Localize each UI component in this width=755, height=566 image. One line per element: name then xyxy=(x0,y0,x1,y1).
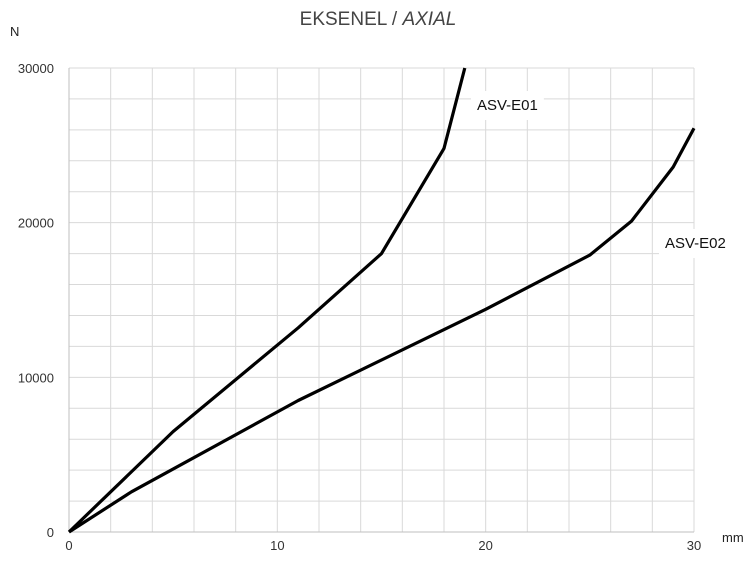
grid xyxy=(69,67,695,532)
series-lines xyxy=(67,67,696,534)
series-label-background xyxy=(471,91,544,120)
y-tick-label: 0 xyxy=(47,525,54,540)
x-tick-label: 30 xyxy=(687,538,701,553)
x-tick-label: 0 xyxy=(65,538,72,553)
axes xyxy=(68,68,694,533)
y-tick-label: 30000 xyxy=(18,61,54,76)
series-label-asv-e01: ASV-E01 xyxy=(471,91,544,120)
tick-labels: 0 10 20 30 0 10000 20000 30000 xyxy=(18,61,701,553)
y-tick-label: 20000 xyxy=(18,216,54,231)
series-label-asv-e02: ASV-E02 xyxy=(659,229,732,258)
x-tick-label: 20 xyxy=(478,538,492,553)
x-tick-label: 10 xyxy=(270,538,284,553)
chart-title: EKSENEL / AXIAL xyxy=(300,9,457,30)
series-label-text: ASV-E01 xyxy=(477,97,538,114)
y-axis-unit-label: N xyxy=(10,24,19,39)
series-line-asv-e02 xyxy=(68,127,696,534)
y-tick-label: 10000 xyxy=(18,370,54,385)
series-label-background xyxy=(659,229,732,258)
x-axis-unit-label: mm xyxy=(722,530,744,545)
series-label-text: ASV-E02 xyxy=(665,235,726,252)
series-line-asv-e01 xyxy=(67,67,467,534)
series-labels: ASV-E01 ASV-E02 xyxy=(471,91,732,258)
